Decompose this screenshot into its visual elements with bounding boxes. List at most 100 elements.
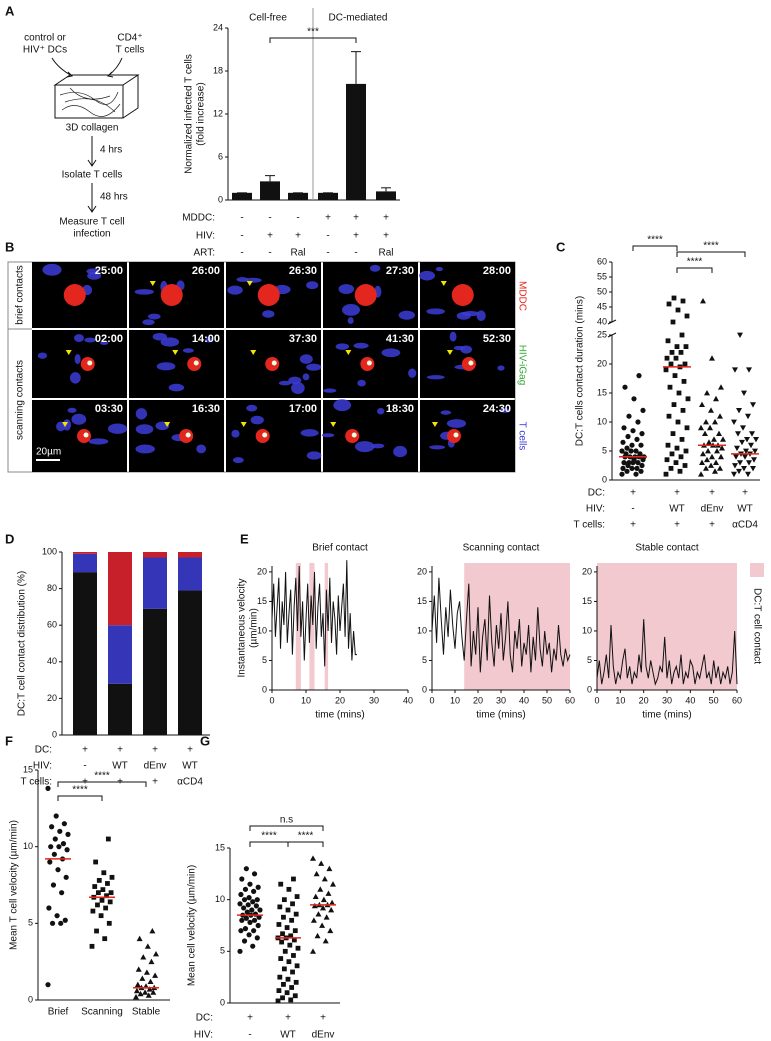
data-point — [294, 963, 300, 969]
data-point — [103, 905, 109, 911]
x-axis-label: time (mins) — [642, 710, 691, 721]
x-tick-label: 30 — [662, 695, 672, 705]
data-point — [99, 897, 105, 903]
data-point — [666, 413, 672, 419]
data-point — [46, 905, 52, 911]
data-point — [735, 431, 741, 437]
data-point — [706, 439, 712, 445]
data-point — [663, 471, 669, 477]
significance-bracket — [57, 781, 147, 787]
cell-blob — [353, 342, 369, 349]
y-tick-label: 60 — [47, 620, 57, 630]
data-point — [310, 917, 317, 923]
x-tick-label: 40 — [685, 695, 695, 705]
data-point — [94, 928, 99, 934]
condition-value: αCD4 — [732, 520, 758, 531]
data-point — [50, 882, 57, 888]
data-point — [664, 355, 670, 361]
condition-value: + — [353, 231, 359, 242]
panel-label: D — [5, 531, 14, 546]
data-point — [736, 408, 742, 414]
y-tick-label: 25 — [597, 329, 607, 339]
condition-value: + — [709, 488, 715, 499]
velocity-line — [431, 577, 571, 673]
data-point — [237, 948, 243, 954]
cell-blob — [357, 379, 366, 387]
condition-label: HIV: — [194, 1030, 213, 1041]
data-point — [628, 448, 634, 454]
cell-blob — [74, 334, 84, 342]
velocity-line — [596, 619, 738, 686]
data-point — [145, 992, 152, 998]
data-point — [714, 448, 720, 454]
data-point — [640, 407, 646, 413]
cell-blob — [302, 373, 310, 381]
bar-segment — [178, 557, 202, 591]
contact-shading — [597, 563, 737, 690]
arrowhead-marker — [246, 281, 253, 286]
y-tick-label: 15 — [257, 596, 267, 606]
data-point — [746, 460, 752, 466]
gag-spot — [271, 360, 277, 366]
diagram-text: Measure T cell — [59, 217, 124, 228]
data-point — [242, 926, 249, 932]
data-point — [57, 828, 63, 834]
significance-bracket — [269, 37, 357, 43]
cell-blob — [135, 444, 155, 454]
data-point — [745, 413, 751, 420]
data-point — [245, 902, 251, 908]
data-point — [737, 460, 743, 466]
cell-blob — [135, 408, 148, 420]
y-axis-label: Mean T cell velocity (µm/min) — [9, 820, 20, 950]
bar-segment — [73, 572, 97, 735]
data-point — [292, 928, 298, 934]
condition-value: + — [295, 231, 301, 242]
cell-blob — [426, 308, 445, 315]
data-point — [136, 935, 143, 942]
data-point — [736, 468, 742, 475]
data-point — [52, 836, 58, 842]
data-point — [317, 886, 324, 892]
panel-label: A — [5, 3, 15, 18]
data-point — [286, 886, 292, 892]
data-point — [732, 463, 738, 469]
gag-spot — [453, 432, 459, 438]
significance-label: n.s — [280, 815, 293, 826]
cell-blob — [338, 284, 355, 294]
cell-blob — [321, 433, 335, 438]
x-axis-label: time (mins) — [476, 710, 525, 721]
bar-segment — [108, 683, 132, 735]
data-point — [278, 956, 284, 961]
group-label: Cell-free — [249, 13, 287, 24]
y-tick-label: 0 — [28, 994, 33, 1004]
condition-value: Ral — [378, 248, 393, 259]
data-point — [95, 890, 101, 896]
micrograph: 16:30 — [129, 400, 224, 472]
y-tick-label: 5 — [422, 655, 427, 665]
data-point — [700, 298, 706, 304]
dc-blob — [451, 284, 474, 306]
data-point — [276, 922, 282, 927]
data-point — [751, 457, 757, 463]
cell-blob — [499, 408, 511, 413]
data-point — [56, 844, 62, 850]
data-point — [326, 865, 333, 872]
cell-blob — [393, 445, 408, 458]
data-point — [678, 350, 684, 355]
cell-blob — [160, 337, 180, 347]
data-point — [243, 866, 249, 872]
data-point — [624, 468, 630, 474]
condition-value: - — [268, 248, 271, 259]
y-tick-label: 5 — [262, 655, 267, 665]
data-point — [711, 436, 717, 442]
data-point — [60, 841, 67, 847]
data-point — [255, 922, 261, 929]
data-point — [133, 993, 139, 1000]
data-point — [708, 407, 714, 413]
y-tick-label: 5 — [28, 918, 33, 928]
gag-spot — [83, 432, 89, 438]
data-point — [674, 344, 680, 349]
data-point — [619, 471, 625, 477]
data-point — [49, 920, 56, 926]
data-point — [105, 836, 111, 842]
